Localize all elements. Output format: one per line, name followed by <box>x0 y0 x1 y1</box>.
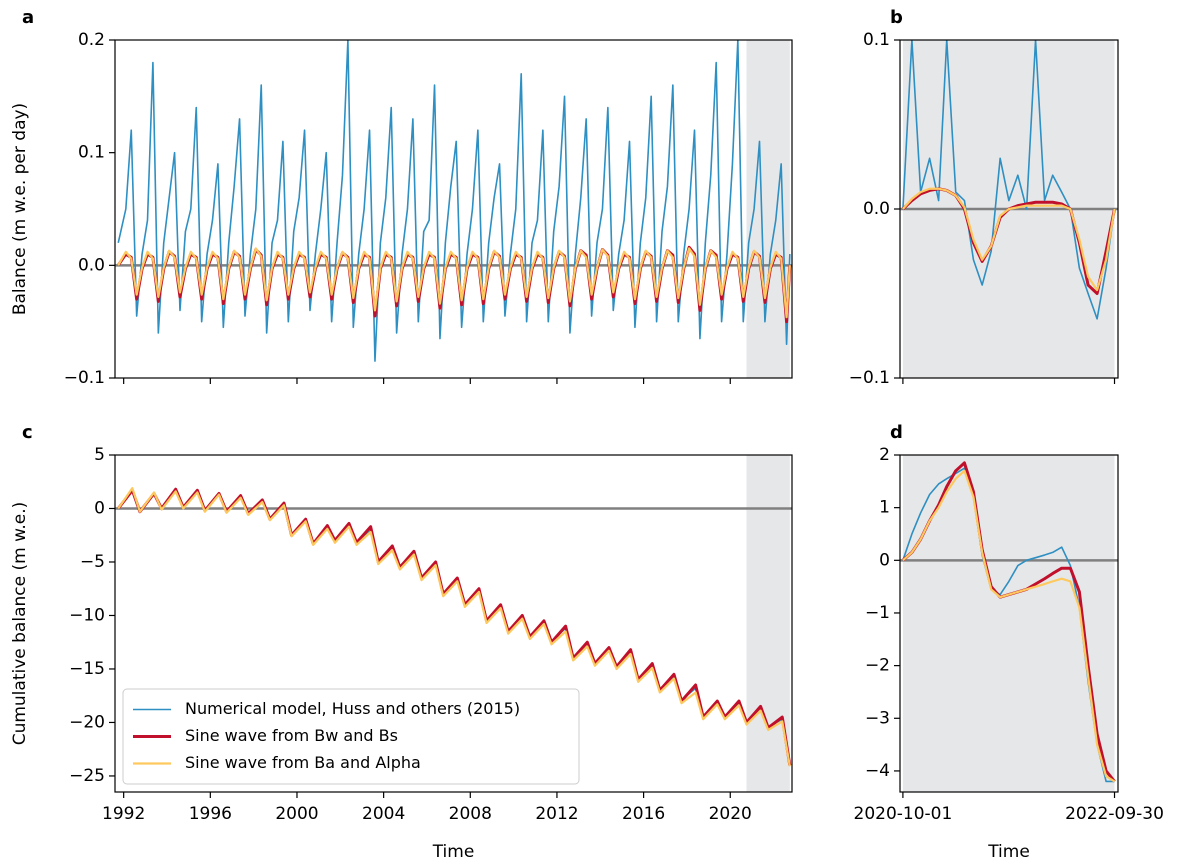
y-tick-label: −3 <box>865 708 890 728</box>
y-tick-label: −20 <box>69 712 105 732</box>
series-line <box>117 40 791 362</box>
x-tick-label: 2016 <box>622 804 665 824</box>
x-axis-label: Time <box>432 842 475 862</box>
y-tick-label: −10 <box>69 605 105 625</box>
series-line <box>117 247 791 319</box>
y-tick-label: −5 <box>80 552 105 572</box>
x-tick-label: 1996 <box>189 804 232 824</box>
y-tick-label: −0.1 <box>849 368 890 388</box>
x-tick-label: 1992 <box>102 804 145 824</box>
panel-label: b <box>890 7 903 28</box>
y-axis-label: Balance (m w.e. per day) <box>10 103 30 315</box>
x-tick-label: 2020-10-01 <box>854 804 953 824</box>
y-tick-label: 0.0 <box>78 255 105 275</box>
plot-area <box>900 455 1118 792</box>
x-axis-label: Time <box>987 842 1030 862</box>
axes-frame <box>114 39 793 379</box>
y-tick-label: 0 <box>879 550 890 570</box>
y-tick-label: 0.2 <box>78 30 105 50</box>
x-tick-label: 2022-09-30 <box>1065 804 1164 824</box>
x-tick-label: 2012 <box>535 804 578 824</box>
panel-label: c <box>22 422 33 443</box>
y-tick-label: −1 <box>865 603 890 623</box>
series-line <box>117 487 791 767</box>
plot-area <box>115 455 792 792</box>
y-tick-label: 5 <box>94 445 105 465</box>
axes-frame <box>114 454 793 793</box>
y-tick-label: −0.1 <box>64 368 105 388</box>
legend-label: Sine wave from Ba and Alpha <box>185 753 421 772</box>
legend-label: Numerical model, Huss and others (2015) <box>185 699 520 718</box>
x-tick-label: 2008 <box>449 804 492 824</box>
y-tick-label: −4 <box>865 761 890 781</box>
y-tick-label: 0.1 <box>78 143 105 163</box>
series-line <box>902 40 1116 320</box>
y-tick-label: −15 <box>69 659 105 679</box>
y-tick-label: −2 <box>865 656 890 676</box>
plot-area <box>115 40 792 378</box>
legend-box <box>122 688 580 785</box>
panel-label: a <box>22 7 34 28</box>
series-line <box>902 187 1116 292</box>
axes-frame <box>899 454 1119 793</box>
shaded-period <box>902 455 1115 792</box>
y-tick-label: −25 <box>69 766 105 786</box>
shaded-period <box>746 40 790 378</box>
series-line <box>902 469 1116 783</box>
legend-label: Sine wave from Bw and Bs <box>185 726 398 745</box>
y-axis-label: Cumulative balance (m w.e.) <box>10 502 30 746</box>
y-tick-label: 0.1 <box>863 30 890 50</box>
y-tick-label: 0 <box>94 498 105 518</box>
y-tick-label: 2 <box>879 445 890 465</box>
plot-area <box>900 40 1118 378</box>
x-tick-label: 2000 <box>275 804 318 824</box>
y-tick-label: 1 <box>879 498 890 518</box>
x-tick-label: 2020 <box>709 804 752 824</box>
panel-label: d <box>890 422 903 443</box>
y-tick-label: 0.0 <box>863 199 890 219</box>
x-tick-label: 2004 <box>362 804 405 824</box>
shaded-period <box>746 455 790 792</box>
